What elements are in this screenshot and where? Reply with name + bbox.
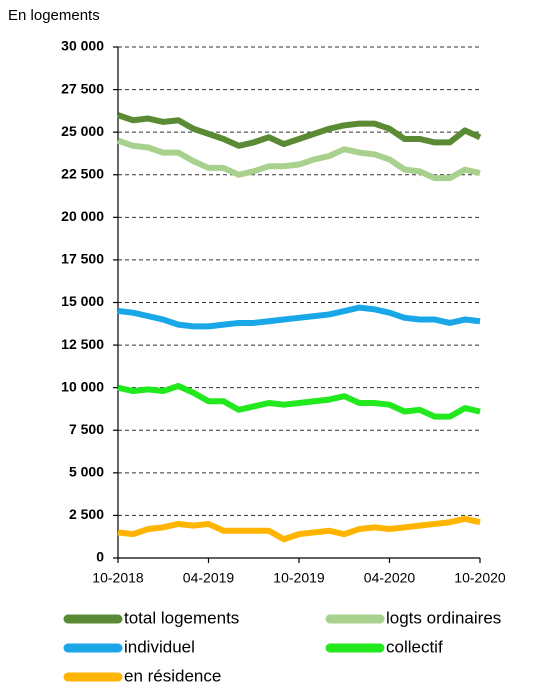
y-tick-label: 5 000 <box>69 464 104 480</box>
y-tick-label: 27 500 <box>61 80 104 96</box>
y-tick-label: 0 <box>96 549 104 565</box>
x-tick-label: 04-2020 <box>364 570 416 586</box>
series-line <box>117 112 482 149</box>
y-tick-label: 22 500 <box>61 165 104 181</box>
y-axis-label: En logements <box>8 7 100 24</box>
series-line <box>117 137 481 182</box>
legend-label: collectif <box>386 637 443 656</box>
series-line <box>117 515 481 543</box>
y-tick-label: 20 000 <box>61 208 104 224</box>
y-tick-label: 30 000 <box>61 38 104 54</box>
series-line <box>117 382 481 420</box>
x-tick-label: 10-2018 <box>92 570 144 586</box>
legend-label: individuel <box>124 637 195 656</box>
x-tick-label: 10-2020 <box>454 570 506 586</box>
y-tick-label: 17 500 <box>61 251 104 267</box>
legend-label: en résidence <box>124 666 221 685</box>
y-tick-label: 15 000 <box>61 293 104 309</box>
y-tick-label: 25 000 <box>61 123 104 139</box>
legend-label: total logements <box>124 608 239 627</box>
x-tick-label: 10-2019 <box>273 570 325 586</box>
y-tick-label: 12 500 <box>61 336 104 352</box>
y-tick-label: 10 000 <box>61 378 104 394</box>
y-tick-label: 7 500 <box>69 421 104 437</box>
y-tick-label: 2 500 <box>69 506 104 522</box>
series-line <box>117 304 481 330</box>
x-tick-label: 04-2019 <box>183 570 235 586</box>
legend-label: logts ordinaires <box>386 608 501 627</box>
